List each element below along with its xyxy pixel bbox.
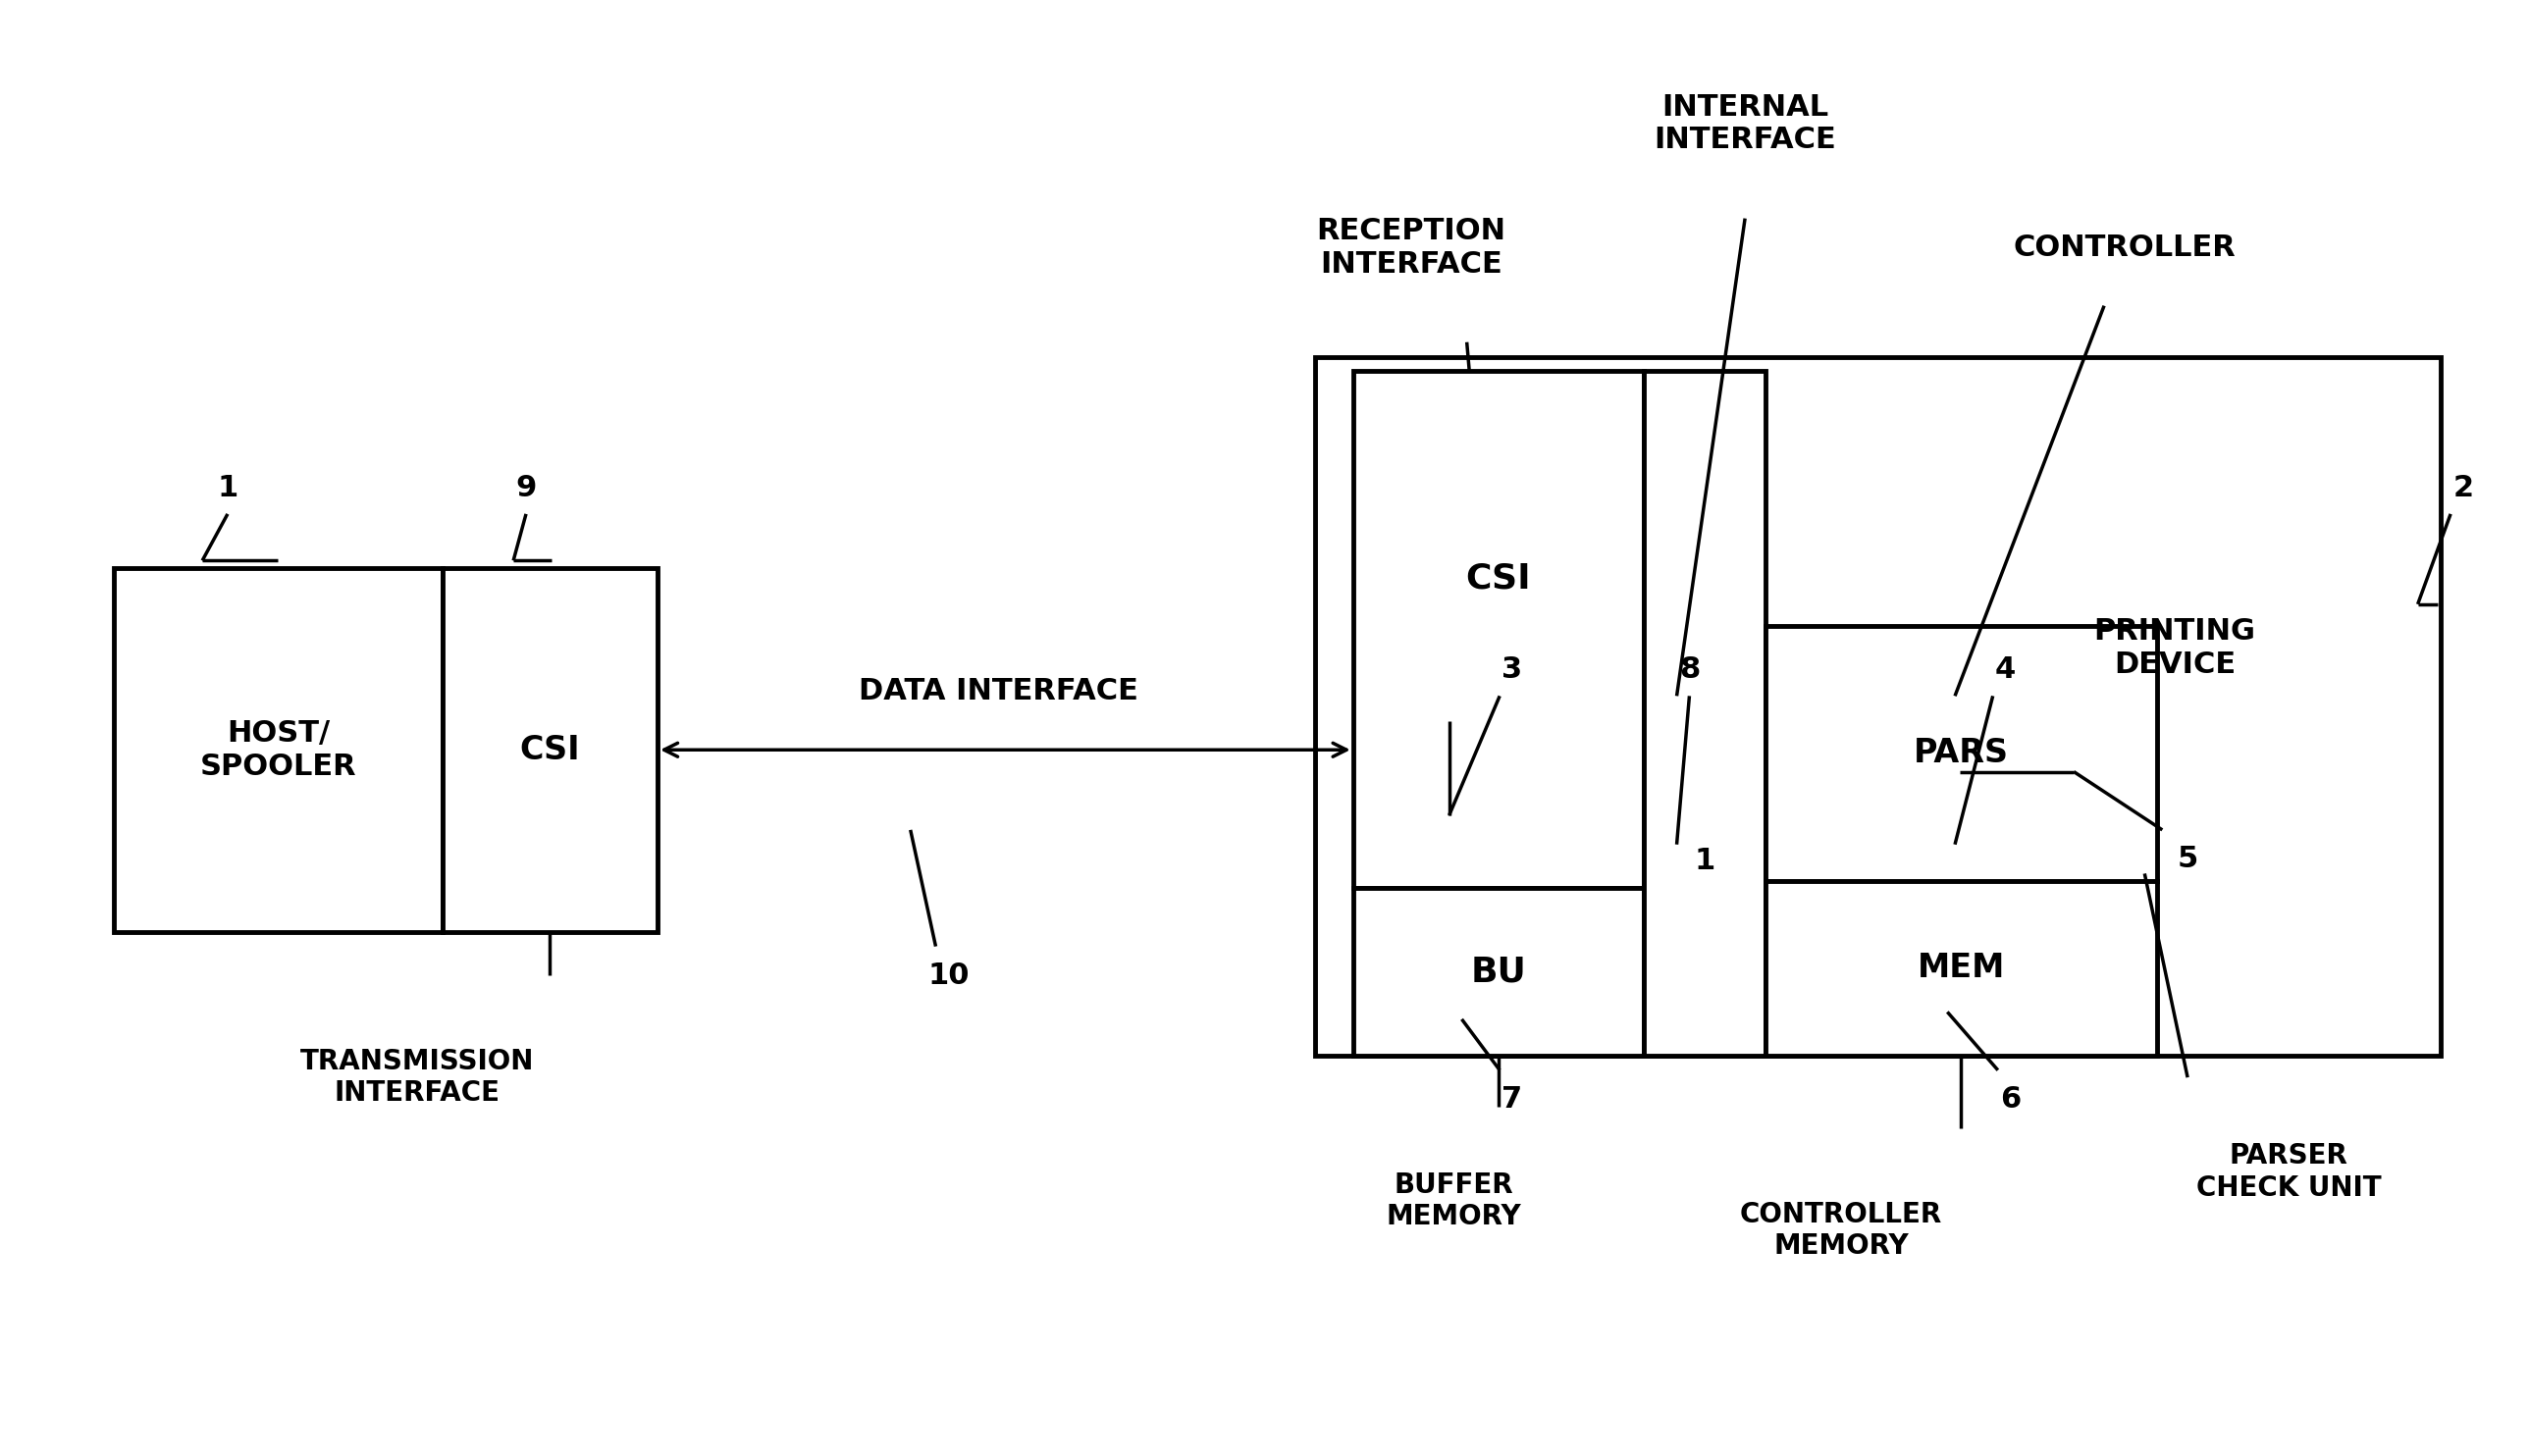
Text: BUFFER
MEMORY: BUFFER MEMORY xyxy=(1386,1172,1522,1230)
Text: 3: 3 xyxy=(1502,655,1522,684)
Text: 2: 2 xyxy=(2453,473,2473,502)
Text: BU: BU xyxy=(1469,955,1528,989)
Text: 10: 10 xyxy=(928,961,969,990)
Text: RECEPTION
INTERFACE: RECEPTION INTERFACE xyxy=(1318,217,1505,278)
Bar xyxy=(1765,881,2157,1056)
Text: PRINTING
DEVICE: PRINTING DEVICE xyxy=(2094,617,2256,678)
Text: CONTROLLER: CONTROLLER xyxy=(2013,233,2236,262)
Text: TRANSMISSION
INTERFACE: TRANSMISSION INTERFACE xyxy=(301,1048,534,1107)
Bar xyxy=(1353,371,1644,888)
Bar xyxy=(1765,626,2157,881)
Text: PARS: PARS xyxy=(1914,737,2008,770)
Bar xyxy=(1644,371,1765,1056)
Text: 8: 8 xyxy=(1679,655,1699,684)
Text: CONTROLLER
MEMORY: CONTROLLER MEMORY xyxy=(1740,1201,1942,1259)
Text: INTERNAL
INTERFACE: INTERNAL INTERFACE xyxy=(1654,93,1836,154)
Text: 6: 6 xyxy=(2000,1085,2021,1114)
Bar xyxy=(443,568,658,932)
Text: MEM: MEM xyxy=(1917,952,2005,984)
Text: 1: 1 xyxy=(217,473,238,502)
Bar xyxy=(114,568,443,932)
Text: CSI: CSI xyxy=(521,734,579,766)
Text: DATA INTERFACE: DATA INTERFACE xyxy=(860,677,1138,706)
Text: 7: 7 xyxy=(1502,1085,1522,1114)
Text: 9: 9 xyxy=(516,473,536,502)
Text: PARSER
CHECK UNIT: PARSER CHECK UNIT xyxy=(2195,1143,2382,1201)
Text: CSI: CSI xyxy=(1467,562,1530,594)
Bar xyxy=(1315,357,2440,1056)
Text: 4: 4 xyxy=(1995,655,2016,684)
Text: 1: 1 xyxy=(1694,846,1715,875)
Text: 5: 5 xyxy=(2177,844,2198,874)
Text: HOST/
SPOOLER: HOST/ SPOOLER xyxy=(200,719,357,780)
Bar xyxy=(1353,888,1644,1056)
